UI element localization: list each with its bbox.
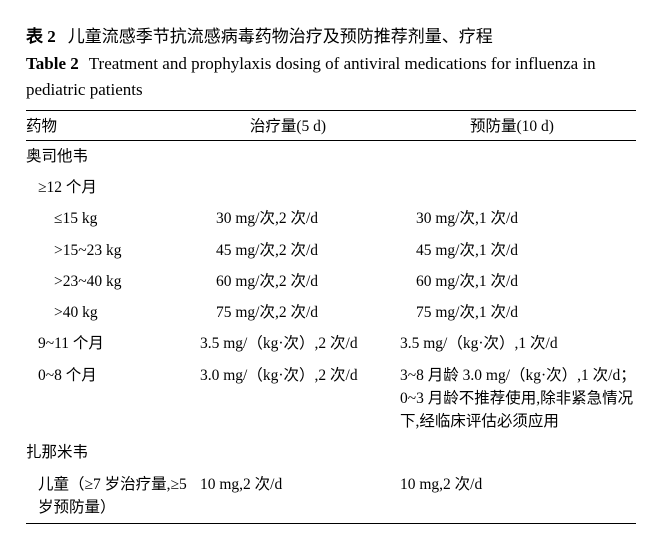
dosing-table: 药物 治疗量(5 d) 预防量(10 d) 奥司他韦≥12 个月≤15 kg30… (26, 110, 636, 525)
cell-prophylaxis: 75 mg/次,1 次/d (416, 301, 636, 324)
cell-prophylaxis: 45 mg/次,1 次/d (416, 239, 636, 262)
cell-prophylaxis: 3.5 mg/（kg·次）,1 次/d (400, 332, 636, 355)
cell-prophylaxis (388, 145, 636, 168)
table-row: 扎那米韦 (26, 437, 636, 468)
cell-treatment: 3.0 mg/（kg·次）,2 次/d (200, 364, 400, 434)
table-title-cn: 儿童流感季节抗流感病毒药物治疗及预防推荐剂量、疗程 (68, 27, 493, 46)
table-label-cn: 表 2 (26, 27, 56, 46)
caption-cn: 表 2 儿童流感季节抗流感病毒药物治疗及预防推荐剂量、疗程 (26, 22, 636, 47)
cell-drug: ≤15 kg (26, 207, 216, 230)
cell-drug: 0~8 个月 (26, 364, 200, 434)
rule-bottom (26, 523, 636, 524)
cell-treatment: 10 mg,2 次/d (200, 473, 400, 520)
table-row: 0~8 个月3.0 mg/（kg·次）,2 次/d3~8 月龄 3.0 mg/（… (26, 360, 636, 438)
cell-drug: >15~23 kg (26, 239, 216, 262)
cell-prophylaxis (400, 176, 636, 199)
cell-prophylaxis: 10 mg,2 次/d (400, 473, 636, 520)
cell-treatment (200, 176, 400, 199)
table-row: 儿童（≥7 岁治疗量,≥5岁预防量）10 mg,2 次/d10 mg,2 次/d (26, 469, 636, 524)
cell-treatment (188, 441, 388, 464)
cell-drug: >40 kg (26, 301, 216, 324)
table-label-en: Table 2 (26, 54, 79, 73)
cell-drug: 儿童（≥7 岁治疗量,≥5岁预防量） (26, 473, 200, 520)
table-header-row: 药物 治疗量(5 d) 预防量(10 d) (26, 111, 636, 140)
cell-prophylaxis: 3~8 月龄 3.0 mg/（kg·次）,1 次/d；0~3 月龄不推荐使用,除… (400, 364, 636, 434)
table-title-en: Treatment and prophylaxis dosing of anti… (26, 54, 596, 99)
cell-treatment (188, 145, 388, 168)
cell-prophylaxis: 60 mg/次,1 次/d (416, 270, 636, 293)
cell-prophylaxis: 30 mg/次,1 次/d (416, 207, 636, 230)
header-drug: 药物 (26, 115, 188, 138)
cell-treatment: 60 mg/次,2 次/d (216, 270, 416, 293)
cell-drug: 9~11 个月 (26, 332, 200, 355)
cell-treatment: 45 mg/次,2 次/d (216, 239, 416, 262)
header-treatment: 治疗量(5 d) (188, 115, 418, 138)
table-row: 奥司他韦 (26, 141, 636, 172)
table-row: ≥12 个月 (26, 172, 636, 203)
table-row: >15~23 kg45 mg/次,2 次/d45 mg/次,1 次/d (26, 235, 636, 266)
cell-prophylaxis (388, 441, 636, 464)
cell-treatment: 75 mg/次,2 次/d (216, 301, 416, 324)
cell-treatment: 30 mg/次,2 次/d (216, 207, 416, 230)
cell-drug: >23~40 kg (26, 270, 216, 293)
cell-drug: ≥12 个月 (26, 176, 200, 199)
cell-drug: 扎那米韦 (26, 441, 188, 464)
table-body: 奥司他韦 ≥12 个月 ≤15 kg30 mg/次,2 次/d30 mg/次,1 次… (26, 141, 636, 523)
header-prophylaxis: 预防量(10 d) (418, 115, 636, 138)
caption-en: Table 2Treatment and prophylaxis dosing … (26, 51, 636, 104)
table-row: 9~11 个月3.5 mg/（kg·次）,2 次/d3.5 mg/（kg·次）,… (26, 328, 636, 359)
cell-treatment: 3.5 mg/（kg·次）,2 次/d (200, 332, 400, 355)
cell-drug: 奥司他韦 (26, 145, 188, 168)
table-row: >23~40 kg60 mg/次,2 次/d60 mg/次,1 次/d (26, 266, 636, 297)
table-row: ≤15 kg30 mg/次,2 次/d30 mg/次,1 次/d (26, 203, 636, 234)
table-row: >40 kg75 mg/次,2 次/d75 mg/次,1 次/d (26, 297, 636, 328)
